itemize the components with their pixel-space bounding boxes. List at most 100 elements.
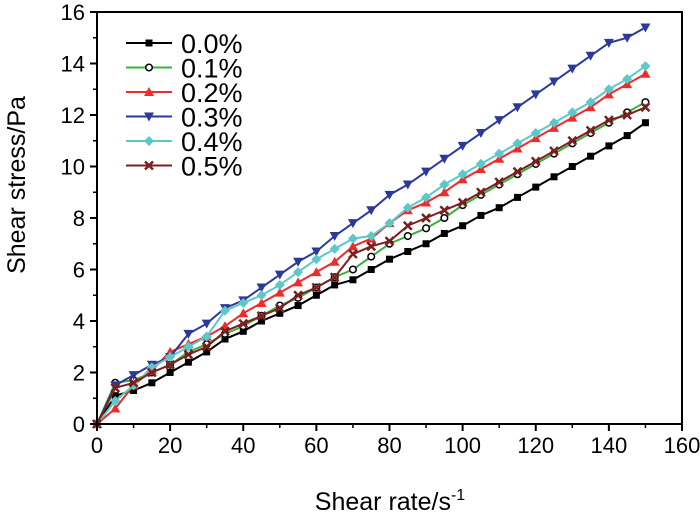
data-point	[256, 290, 267, 301]
data-point	[239, 327, 247, 335]
data-point	[348, 265, 357, 274]
data-point	[512, 103, 523, 113]
data-point	[347, 219, 358, 229]
data-point	[457, 141, 468, 151]
data-point	[567, 107, 578, 118]
legend-label: 0.4%	[181, 127, 243, 157]
data-point	[640, 68, 651, 78]
data-point	[603, 84, 614, 95]
data-point	[641, 119, 649, 127]
y-tick-label: 10	[61, 155, 85, 180]
data-point	[274, 287, 285, 297]
y-tick-label: 14	[61, 52, 85, 77]
y-tick-label: 4	[73, 309, 85, 334]
data-point	[293, 277, 304, 287]
series-line	[96, 106, 646, 425]
legend-marker	[144, 136, 154, 146]
data-point	[549, 77, 560, 87]
series-line	[96, 101, 646, 425]
legend-item: 0.0%	[126, 29, 243, 59]
data-point	[366, 241, 377, 252]
data-point	[386, 255, 393, 263]
data-point	[622, 110, 633, 120]
data-point	[256, 297, 267, 307]
data-point	[110, 403, 121, 413]
series-0.1%	[92, 98, 650, 429]
plot-area	[92, 23, 651, 429]
series-0.5%	[92, 102, 651, 429]
data-point	[384, 236, 395, 247]
data-point	[439, 154, 450, 164]
data-point	[110, 395, 121, 406]
data-point	[640, 102, 651, 113]
x-tick-label: 20	[158, 433, 182, 458]
data-point	[530, 156, 541, 167]
data-point	[421, 213, 431, 223]
legend-item: 0.4%	[126, 127, 243, 157]
data-point	[641, 98, 650, 107]
data-point	[549, 117, 560, 128]
data-point	[146, 367, 157, 378]
data-point	[238, 318, 249, 329]
data-point	[459, 222, 467, 230]
x-tick-label: 0	[91, 433, 103, 458]
data-point	[148, 379, 156, 387]
data-point	[513, 193, 521, 201]
data-point	[422, 240, 430, 248]
x-tick-label: 60	[304, 433, 328, 458]
legend-label: 0.2%	[181, 78, 243, 108]
data-point	[457, 169, 468, 180]
data-point	[585, 51, 596, 61]
data-point	[402, 220, 413, 231]
y-tick-label: 2	[73, 361, 85, 386]
data-point	[366, 206, 377, 216]
data-point	[404, 247, 412, 255]
x-tick-label: 120	[517, 433, 554, 458]
data-point	[530, 128, 541, 139]
data-point	[495, 204, 503, 212]
data-point	[349, 276, 357, 284]
legend-item: 0.1%	[126, 54, 243, 84]
data-point	[477, 211, 485, 219]
data-point	[203, 348, 211, 356]
data-point	[366, 231, 377, 242]
y-tick-label: 12	[61, 103, 85, 128]
data-point	[476, 187, 486, 198]
data-point	[367, 252, 376, 261]
data-point	[220, 326, 230, 337]
data-point	[421, 167, 432, 177]
data-point	[274, 303, 285, 314]
y-tick-label: 16	[61, 0, 85, 25]
data-point	[311, 282, 322, 293]
data-point	[384, 190, 395, 200]
data-point	[585, 125, 596, 136]
data-point	[439, 187, 450, 197]
data-point	[348, 249, 358, 259]
x-tick-label: 100	[444, 433, 481, 458]
data-point	[439, 179, 450, 190]
series-0.3%	[92, 23, 651, 429]
data-point	[494, 148, 505, 159]
data-point	[440, 229, 448, 237]
data-point	[640, 23, 651, 33]
data-point	[512, 166, 523, 177]
data-point	[184, 358, 192, 366]
data-point	[421, 192, 432, 203]
y-tick-label: 0	[73, 412, 85, 437]
x-tick-label: 80	[377, 433, 401, 458]
data-point	[294, 302, 302, 310]
data-point	[219, 305, 230, 316]
legend-marker	[144, 63, 154, 72]
data-point	[439, 205, 450, 216]
data-point	[329, 243, 340, 254]
data-point	[532, 183, 540, 191]
data-point	[475, 158, 486, 169]
data-point	[622, 73, 633, 84]
data-point	[111, 392, 119, 400]
data-point	[201, 319, 212, 329]
y-tick-label: 6	[73, 258, 85, 283]
y-tick-label: 8	[73, 206, 85, 231]
data-point	[256, 310, 267, 321]
legend-label: 0.0%	[181, 29, 243, 59]
data-point	[640, 61, 651, 72]
